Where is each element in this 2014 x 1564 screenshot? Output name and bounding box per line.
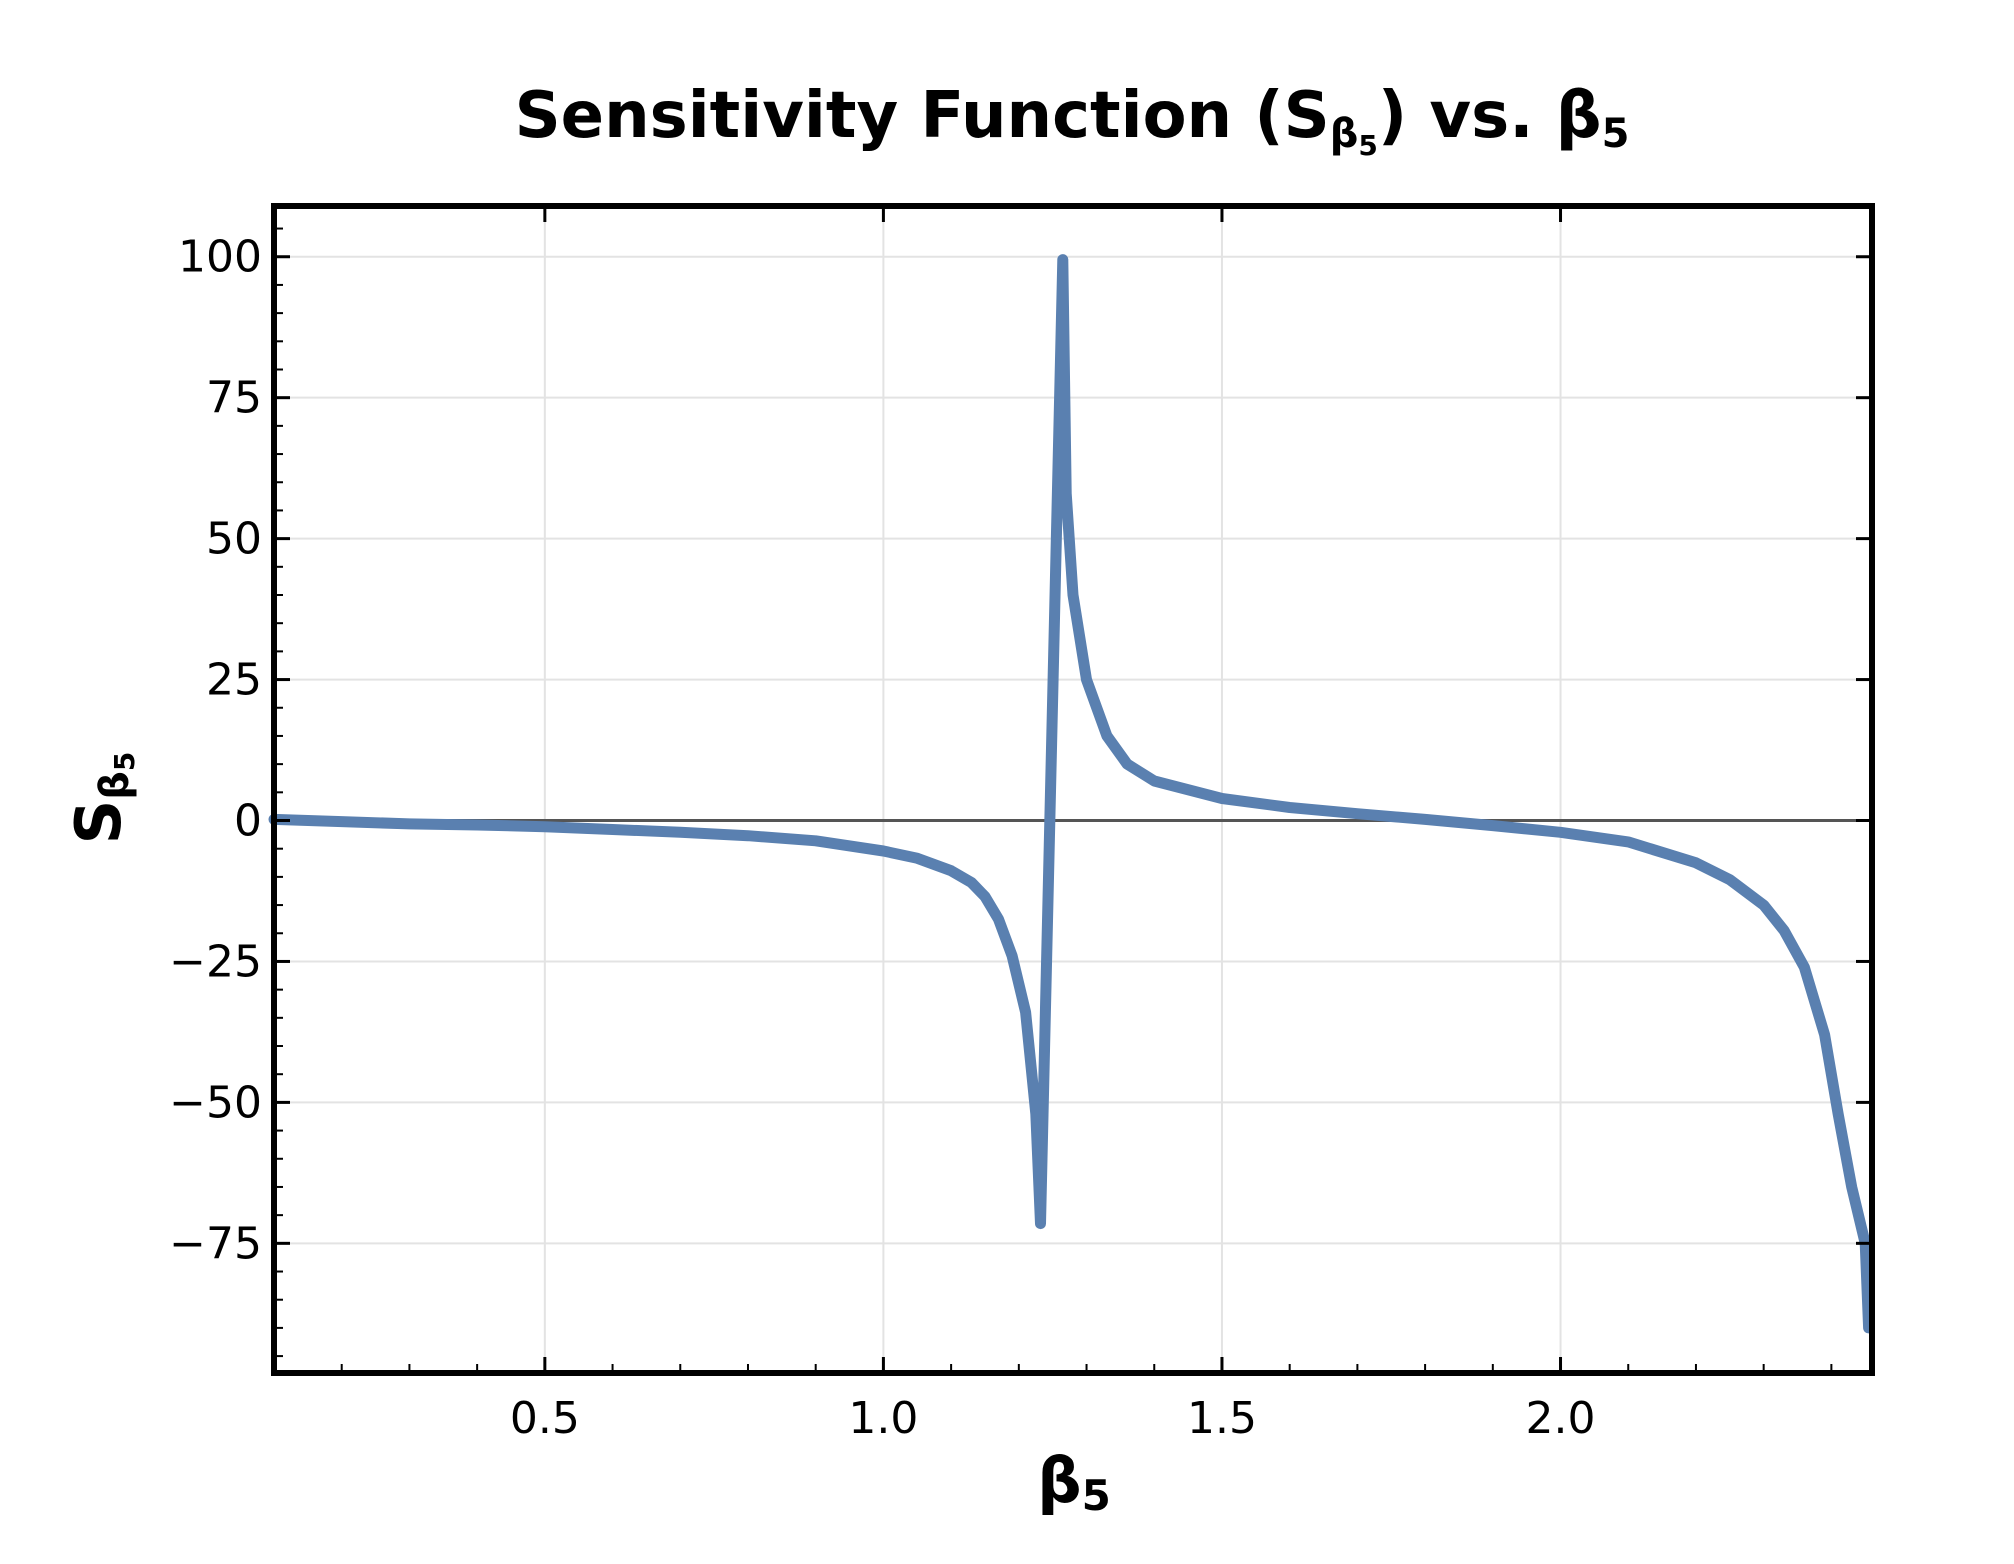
plot-frame xyxy=(271,203,1875,1376)
x-tick-label: 0.5 xyxy=(510,1393,580,1444)
y-label-subsub: 5 xyxy=(108,752,141,771)
title-tail-sub: 5 xyxy=(1602,111,1630,157)
title-tail: ) vs. β xyxy=(1378,79,1602,153)
chart-title: Sensitivity Function (Sβ5) vs. β5 xyxy=(515,79,1630,162)
y-tick-label: 25 xyxy=(206,655,262,706)
major-ticks xyxy=(274,206,1872,1373)
y-label-sub: β xyxy=(92,771,138,800)
y-tick-label: −50 xyxy=(169,1077,262,1128)
x-tick-label: 1.5 xyxy=(1187,1393,1257,1444)
x-tick-label: 2.0 xyxy=(1526,1393,1596,1444)
title-main: Sensitivity Function (S xyxy=(515,79,1330,153)
y-tick-label: −25 xyxy=(169,936,262,987)
y-tick-label: −75 xyxy=(169,1218,262,1269)
y-axis-label: Sβ5 xyxy=(62,752,141,845)
series-line xyxy=(268,254,1875,1334)
title-subsub: 5 xyxy=(1358,129,1377,162)
y-tick-label: 75 xyxy=(206,373,262,424)
y-tick-label: 50 xyxy=(206,514,262,565)
x-tick-label: 1.0 xyxy=(848,1393,918,1444)
y-tick-label: 0 xyxy=(234,796,262,847)
y-label-main: S xyxy=(62,800,135,845)
y-tick-labels: 100 75 50 25 0 −25 −50 −75 xyxy=(169,232,262,1270)
y-tick-label: 100 xyxy=(178,232,262,283)
x-label-main: β xyxy=(1037,1444,1081,1517)
x-axis-label: β5 xyxy=(1037,1444,1111,1520)
title-sub: β xyxy=(1330,111,1359,157)
x-tick-labels: 0.5 1.0 1.5 2.0 xyxy=(510,1393,1596,1444)
x-label-sub: 5 xyxy=(1082,1471,1111,1520)
grid-lines xyxy=(274,206,1872,1373)
